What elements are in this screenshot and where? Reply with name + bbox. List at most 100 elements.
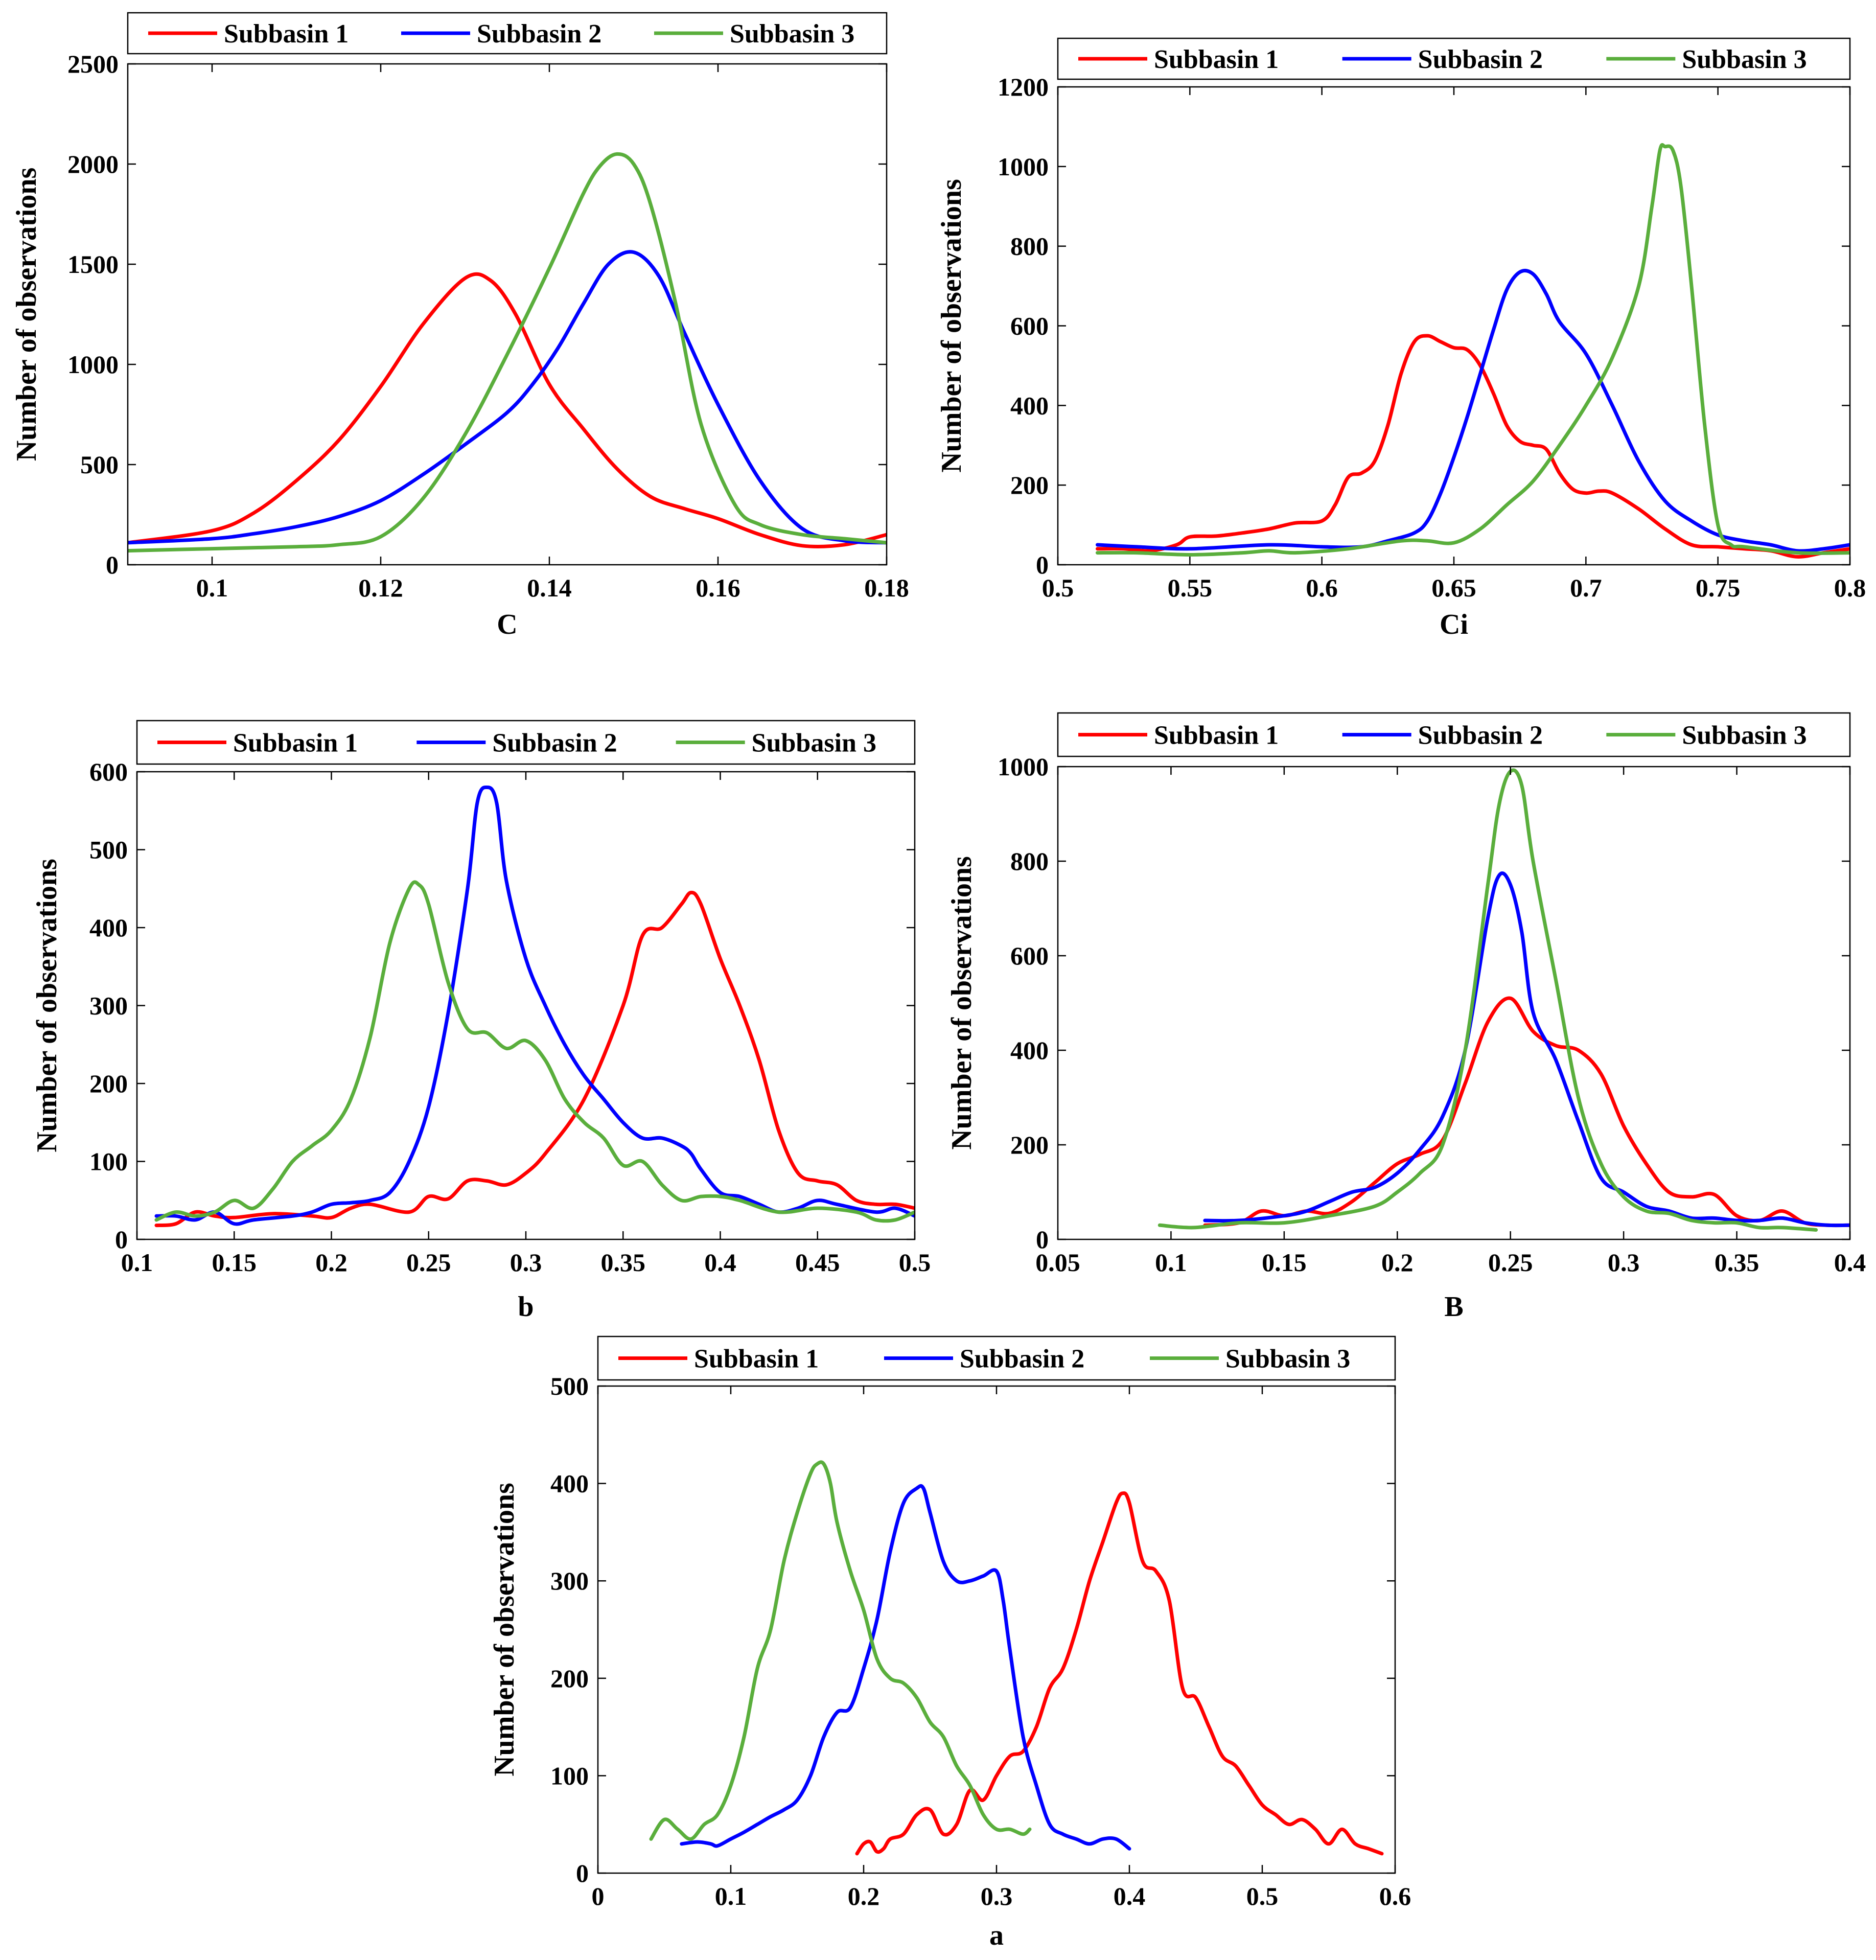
x-tick-label: 0.05 [1035,1248,1080,1277]
chart-panel-C: 0.1 0.12 0.14 0.16 0.18 0 500 1000 1500 2000 2500 C… [11,12,909,640]
legend-label-subbasin-3: Subbasin 3 [1682,45,1806,74]
x-tick-label: 0.35 [601,1248,646,1277]
series-group [649,1460,1384,1856]
series-line-subbasin-3 [1096,143,1850,557]
x-axis-label: B [1444,1291,1463,1323]
series-line-subbasin-2 [128,250,887,545]
y-tick-label: 800 [1010,232,1049,261]
y-tick-label: 0 [115,1225,128,1254]
y-tick-label: 400 [1010,391,1049,420]
y-tick-label: 300 [89,991,128,1020]
series-line-subbasin-2 [680,1484,1131,1851]
series-line-subbasin-1 [154,890,915,1228]
y-axis-label: Number of observations [946,856,978,1150]
x-tick-label: 0.6 [1379,1882,1411,1910]
series-line-subbasin-3 [649,1460,1032,1841]
x-tick-label: 0.5 [1042,573,1074,602]
x-tick-label: 0.2 [848,1882,880,1910]
series-line-subbasin-2 [1096,268,1850,553]
plot-frame [1057,766,1851,1240]
y-tick-label: 1000 [998,152,1049,181]
x-tick-label: 0.1 [715,1882,747,1910]
legend-box [1057,712,1851,757]
y-tick-label: 1000 [67,350,119,379]
x-tick-label: 0.7 [1570,573,1602,602]
legend: Subbasin 1 Subbasin 2 Subbasin 3 [1057,37,1851,80]
x-tick-label: 0.55 [1168,573,1213,602]
y-tick-label: 400 [1010,1036,1049,1065]
legend-label-subbasin-3: Subbasin 3 [1225,1345,1350,1374]
chart-panel-B: 0.05 0.1 0.15 0.2 0.25 0.3 0.35 0.4 0 200 400 600 80… [946,712,1866,1323]
series-line-subbasin-1 [855,1491,1384,1856]
x-tick-label: 0.12 [358,573,403,602]
y-axis-label: Number of observations [11,168,42,462]
legend-label-subbasin-2: Subbasin 2 [492,729,617,758]
legend-label-subbasin-3: Subbasin 3 [1682,721,1806,750]
legend-label-subbasin-2: Subbasin 2 [477,19,601,49]
x-tick-label: 0.3 [1608,1248,1640,1277]
legend-label-subbasin-3: Subbasin 3 [730,19,854,49]
y-tick-label: 200 [89,1069,128,1098]
x-tick-label: 0.6 [1306,573,1338,602]
series-line-subbasin-2 [154,785,915,1226]
x-tick-label: 0.15 [212,1248,257,1277]
y-tick-label: 500 [89,836,128,864]
y-tick-label: 0 [1036,550,1049,579]
legend-label-subbasin-2: Subbasin 2 [960,1345,1084,1374]
legend-box [597,1335,1396,1381]
x-tick-label: 0.25 [1488,1248,1533,1277]
x-tick-label: 0.1 [121,1248,153,1277]
x-tick-label: 0.1 [196,573,228,602]
y-tick-label: 0 [576,1859,589,1887]
x-tick-label: 0.5 [1246,1882,1279,1910]
legend-label-subbasin-1: Subbasin 1 [1154,721,1279,750]
y-tick-label: 500 [550,1372,589,1400]
y-tick-label: 1200 [998,73,1049,101]
x-axis-label: Ci [1440,609,1468,640]
x-tick-label: 0.4 [1834,1248,1866,1277]
x-tick-label: 0.15 [1262,1248,1307,1277]
legend-box [1057,37,1851,80]
chart-panel-a: 0 0.1 0.2 0.3 0.4 0.5 0.6 0 100 200 300 400 500 a Numb… [489,1335,1411,1951]
series-group [1157,768,1850,1232]
y-tick-label: 100 [89,1147,128,1176]
x-tick-label: 0.18 [864,573,909,602]
legend-box [136,720,916,765]
series-group [128,152,887,553]
legend: Subbasin 1 Subbasin 2 Subbasin 3 [127,12,888,55]
x-tick-label: 0.1 [1155,1248,1187,1277]
legend-label-subbasin-1: Subbasin 1 [224,19,349,49]
series-line-subbasin-3 [128,152,887,553]
legend: Subbasin 1 Subbasin 2 Subbasin 3 [1057,712,1851,757]
y-tick-label: 600 [1010,312,1049,340]
chart-panel-Ci: 0.5 0.55 0.6 0.65 0.7 0.75 0.8 0 200 400 600 800 100… [936,37,1866,640]
x-tick-label: 0 [592,1882,605,1910]
legend-label-subbasin-1: Subbasin 1 [1154,45,1279,74]
x-tick-label: 0.65 [1431,573,1476,602]
x-tick-label: 0.2 [1381,1248,1414,1277]
y-tick-label: 200 [550,1664,589,1693]
x-tick-label: 0.25 [406,1248,451,1277]
y-tick-label: 100 [550,1761,589,1790]
y-tick-label: 200 [1010,471,1049,499]
y-tick-label: 500 [80,450,119,479]
series-group [1096,143,1850,559]
x-axis-label: b [518,1291,534,1323]
legend-label-subbasin-2: Subbasin 2 [1418,45,1543,74]
legend: Subbasin 1 Subbasin 2 Subbasin 3 [597,1335,1396,1381]
x-tick-label: 0.4 [1114,1882,1146,1910]
y-tick-label: 200 [1010,1131,1049,1159]
y-tick-label: 1000 [998,752,1049,781]
x-tick-label: 0.8 [1834,573,1866,602]
series-line-subbasin-2 [1203,871,1850,1228]
x-tick-label: 0.75 [1696,573,1741,602]
series-line-subbasin-3 [1157,768,1818,1232]
series-line-subbasin-1 [1096,334,1850,559]
series-line-subbasin-3 [154,880,915,1223]
series-group [154,785,915,1228]
y-axis-label: Number of observations [489,1483,520,1777]
x-tick-label: 0.2 [315,1248,348,1277]
legend-label-subbasin-1: Subbasin 1 [694,1345,819,1374]
y-tick-label: 600 [1010,941,1049,970]
x-tick-label: 0.3 [510,1248,542,1277]
